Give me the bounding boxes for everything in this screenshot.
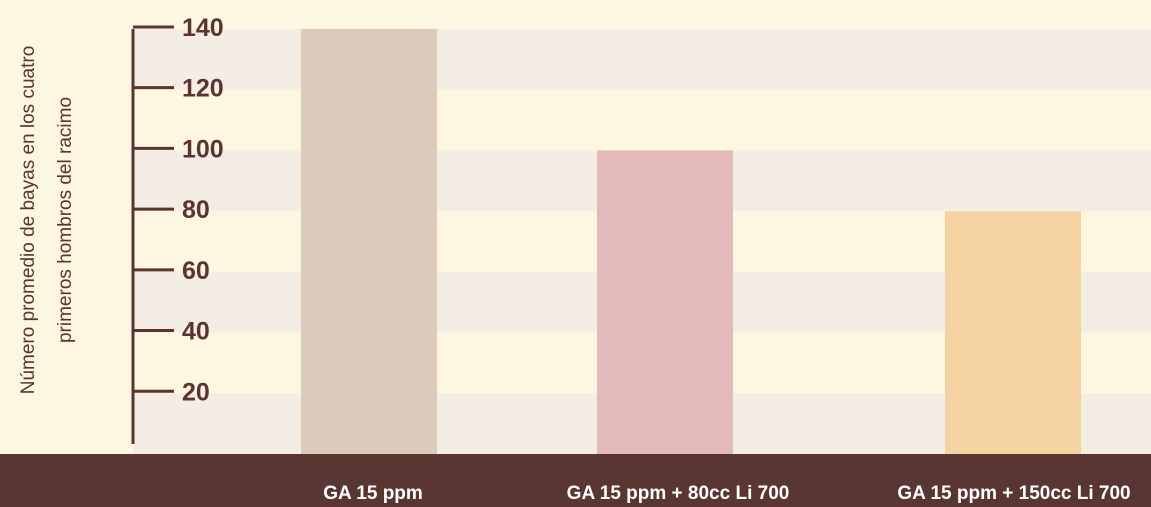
grid-band <box>133 28 1151 90</box>
category-footer <box>0 454 1151 507</box>
bar-2 <box>597 150 733 454</box>
grid-band <box>133 89 1151 151</box>
y-axis-title: Número promedio de bayas en los cuatro p… <box>18 46 76 395</box>
bar-1 <box>301 28 437 455</box>
category-label: GA 15 ppm + 150cc Li 700 <box>897 483 1130 504</box>
bars <box>301 28 1081 455</box>
y-tick-label: 60 <box>182 257 210 285</box>
y-axis-title-line-1: Número promedio de bayas en los cuatro <box>18 46 39 395</box>
category-label: GA 15 ppm <box>323 483 423 504</box>
category-label: GA 15 ppm + 80cc Li 700 <box>567 483 790 504</box>
y-tick-label: 40 <box>182 318 210 346</box>
y-tick-label: 140 <box>182 14 224 42</box>
y-tick-label: 100 <box>182 135 224 163</box>
category-labels: GA 15 ppm GA 15 ppm + 80cc Li 700 GA 15 pp… <box>323 483 1130 504</box>
y-axis-title-line-2: primeros hombros del racimo <box>55 97 76 343</box>
y-tick-label: 120 <box>182 75 224 103</box>
bar-3 <box>945 211 1081 454</box>
y-ticks: 20 40 60 80 100 120 140 <box>133 14 224 406</box>
y-tick-label: 20 <box>182 378 210 406</box>
y-tick-label: 80 <box>182 196 210 224</box>
